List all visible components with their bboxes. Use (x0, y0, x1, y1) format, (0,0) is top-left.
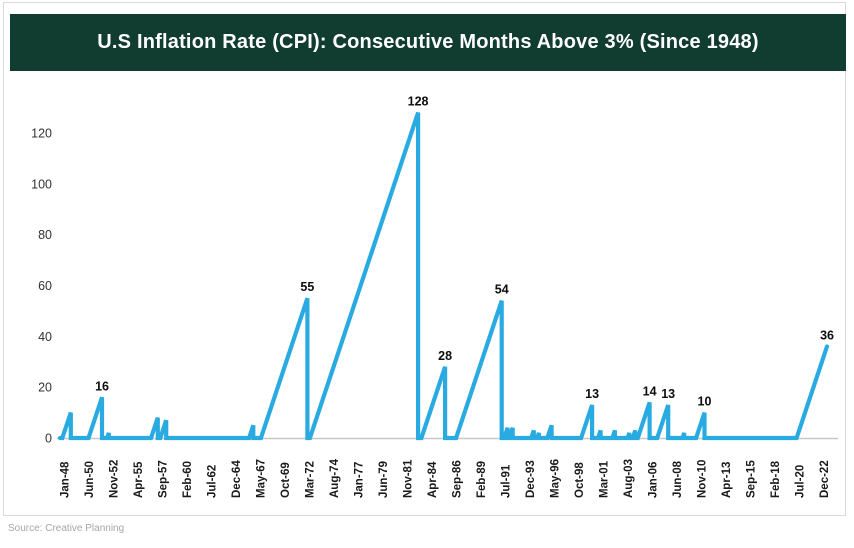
x-tick-label: Dec-64 (231, 460, 243, 498)
x-tick-label: Nov-81 (403, 459, 415, 498)
peak-label: 54 (495, 283, 509, 297)
x-tick-label: Oct-98 (574, 462, 586, 498)
y-tick-label: 40 (38, 330, 52, 344)
x-tick-label: Mar-01 (599, 460, 611, 498)
peak-label: 13 (661, 387, 675, 401)
x-tick-label: Sep-57 (158, 460, 170, 498)
x-tick-label: Oct-69 (280, 462, 292, 498)
x-tick-label: Nov-10 (697, 460, 709, 498)
x-tick-label: Jun-79 (378, 461, 390, 498)
peak-label: 14 (643, 384, 657, 398)
peak-label: 55 (300, 280, 314, 294)
x-tick-label: Nov-52 (109, 460, 121, 498)
chart-title: U.S Inflation Rate (CPI): Consecutive Mo… (97, 31, 759, 53)
x-tick-label: Dec-93 (525, 460, 537, 498)
x-tick-label: Apr-55 (133, 461, 145, 498)
x-tick-label: Apr-13 (721, 462, 733, 498)
x-tick-label: Jun-50 (84, 461, 96, 498)
peak-label: 13 (585, 387, 599, 401)
x-tick-label: Jul-91 (501, 464, 513, 498)
source-note: Source: Creative Planning (8, 523, 125, 534)
x-tick-label: Sep-86 (452, 460, 464, 498)
x-tick-label: Mar-72 (305, 461, 317, 498)
y-tick-label: 120 (31, 126, 52, 140)
y-tick-label: 0 (45, 432, 52, 446)
x-tick-label: Jan-77 (354, 462, 366, 498)
x-tick-label: Jul-62 (207, 465, 219, 498)
x-tick-label: Apr-84 (427, 461, 439, 498)
x-tick-label: Jan-06 (648, 462, 660, 498)
peak-label: 16 (95, 379, 109, 393)
x-tick-label: May-67 (256, 459, 268, 498)
y-tick-label: 20 (38, 381, 52, 395)
x-tick-label: Dec-22 (819, 460, 831, 498)
x-tick-label: Aug-03 (623, 459, 635, 498)
chart-title-bar: U.S Inflation Rate (CPI): Consecutive Mo… (10, 14, 846, 71)
series-line (57, 111, 830, 441)
x-tick-label: Jun-08 (672, 460, 684, 498)
x-tick-label: Feb-18 (770, 460, 782, 498)
y-tick-label: 80 (38, 228, 52, 242)
x-tick-label: Feb-89 (476, 461, 488, 498)
peak-label: 128 (408, 95, 429, 109)
x-tick-label: Jan-48 (60, 461, 72, 498)
y-tick-label: 60 (38, 279, 52, 293)
x-tick-label: Feb-60 (182, 461, 194, 498)
x-tick-label: Aug-74 (329, 458, 341, 498)
x-tick-label: May-96 (550, 459, 562, 498)
y-tick-label: 100 (31, 177, 52, 191)
peak-label: 28 (438, 349, 452, 363)
x-tick-label: Sep-15 (746, 460, 758, 498)
peak-label: 36 (820, 328, 834, 342)
peak-label: 10 (698, 395, 712, 409)
x-tick-label: Jul-20 (795, 465, 807, 498)
